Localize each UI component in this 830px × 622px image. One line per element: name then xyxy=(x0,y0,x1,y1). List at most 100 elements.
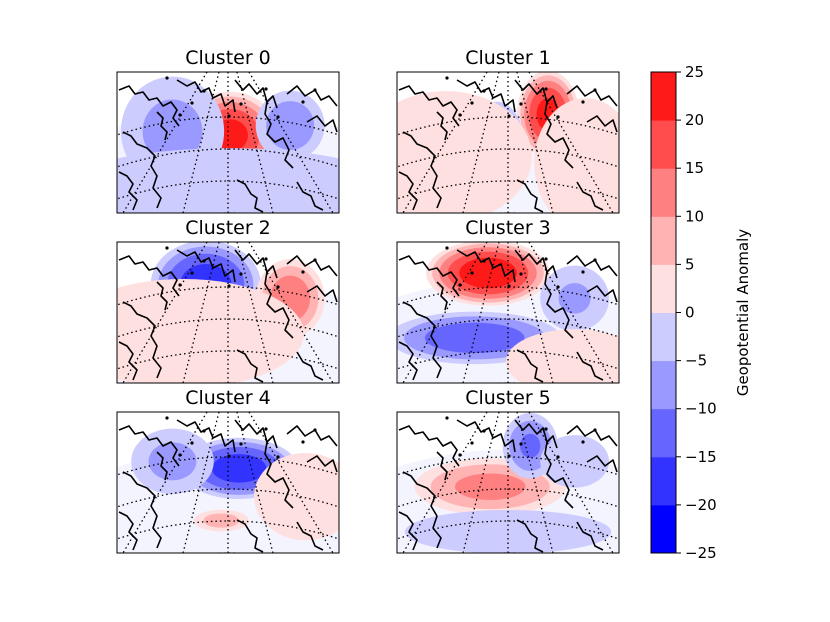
coastline xyxy=(296,181,324,211)
island xyxy=(190,101,194,105)
island xyxy=(458,453,462,457)
coastline xyxy=(576,181,604,211)
colorbar-band xyxy=(651,264,676,313)
coastline xyxy=(402,301,442,379)
coastline xyxy=(176,419,236,453)
contour-level xyxy=(148,442,197,481)
panel-frame xyxy=(116,411,340,554)
island xyxy=(313,88,317,92)
anomaly-center xyxy=(505,329,619,383)
contour-level xyxy=(505,329,619,383)
island xyxy=(445,76,449,80)
map-panel: Cluster 3 xyxy=(396,217,620,384)
parallel-line xyxy=(207,552,249,553)
coastline xyxy=(516,349,544,383)
colorbar-tick-label: −20 xyxy=(685,496,717,514)
map-panel: Cluster 2 xyxy=(116,217,340,384)
panel-title: Cluster 5 xyxy=(465,387,551,409)
panel-frame xyxy=(396,71,620,214)
colorbar-tick-label: −5 xyxy=(685,352,707,370)
island xyxy=(202,259,206,263)
island xyxy=(264,87,268,91)
coastline xyxy=(118,171,138,211)
meridian-line xyxy=(462,412,500,553)
coastline xyxy=(118,511,138,551)
parallel-line xyxy=(487,552,529,553)
coastline xyxy=(544,101,574,169)
island xyxy=(482,259,486,263)
coastline xyxy=(514,419,558,449)
coastline xyxy=(234,249,278,279)
colorbar-bands xyxy=(651,72,676,554)
coastline xyxy=(306,115,338,133)
island xyxy=(544,87,548,91)
meridian-line xyxy=(528,72,614,213)
coastline xyxy=(118,425,180,467)
meridian-line xyxy=(402,412,488,553)
colorbar-tick-label: −10 xyxy=(685,400,717,418)
meridian-line xyxy=(122,72,208,213)
coastline xyxy=(516,179,544,213)
coastline xyxy=(122,301,162,379)
meridian-line xyxy=(182,242,220,383)
panel-frame xyxy=(396,241,620,384)
coastline xyxy=(264,441,294,509)
island xyxy=(470,101,474,105)
meridian-line xyxy=(182,412,220,553)
colorbar-tick-label: 10 xyxy=(685,207,704,225)
island xyxy=(581,270,585,274)
colorbar-band xyxy=(651,216,676,265)
coastline xyxy=(544,271,574,339)
meridian-line xyxy=(462,242,500,383)
island xyxy=(507,454,511,458)
island xyxy=(445,416,449,420)
map-panel: Cluster 1 xyxy=(396,47,620,214)
island xyxy=(313,428,317,432)
meridian-line xyxy=(248,72,334,213)
island xyxy=(239,102,243,106)
anomaly-center xyxy=(255,90,325,161)
contour-level xyxy=(424,322,525,354)
island xyxy=(202,89,206,93)
coastline xyxy=(398,341,418,381)
contour-level xyxy=(534,98,619,213)
anomaly-center xyxy=(540,265,610,332)
coastline xyxy=(398,85,460,127)
coastline xyxy=(236,349,264,383)
island xyxy=(313,258,317,262)
island xyxy=(190,271,194,275)
colorbar-band xyxy=(651,312,676,362)
coastlines xyxy=(398,76,618,213)
island xyxy=(165,76,169,80)
island xyxy=(544,257,548,261)
coastline xyxy=(586,115,618,133)
coastline xyxy=(398,425,460,467)
coastline xyxy=(118,85,180,127)
meridian-line xyxy=(402,242,488,383)
island xyxy=(276,115,280,119)
colorbar-band xyxy=(651,168,676,217)
island xyxy=(458,283,462,287)
panel-frame xyxy=(396,411,620,554)
meridian-line xyxy=(122,412,208,553)
island xyxy=(593,428,597,432)
anomaly-center xyxy=(502,413,558,479)
island xyxy=(544,427,548,431)
contour-level xyxy=(254,452,339,541)
coastline xyxy=(236,179,264,213)
island xyxy=(264,257,268,261)
island xyxy=(239,442,243,446)
coastline xyxy=(156,111,168,141)
coastline xyxy=(456,419,516,453)
island xyxy=(276,285,280,289)
coastline xyxy=(436,281,448,311)
coastline xyxy=(516,519,544,553)
coastline xyxy=(544,441,574,509)
meridian-line xyxy=(528,412,614,553)
panel-title: Cluster 3 xyxy=(465,217,551,239)
coastline xyxy=(398,255,460,297)
island xyxy=(519,102,523,106)
coastline xyxy=(264,101,294,169)
meridian-line xyxy=(122,242,208,383)
